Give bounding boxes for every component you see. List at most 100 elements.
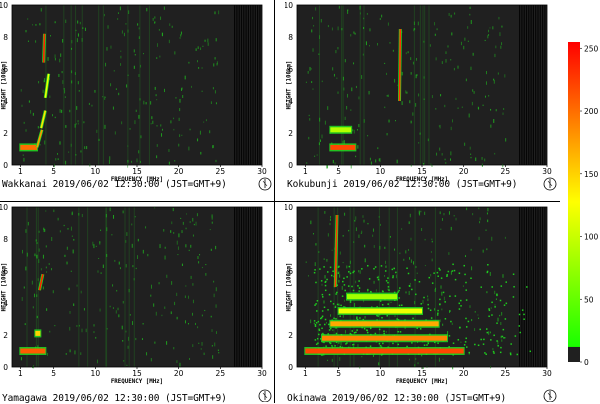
wakkanai-dark-band (257, 5, 259, 165)
okinawa-noise-pixel (440, 228, 442, 230)
okinawa-spread-pixel (344, 289, 346, 292)
okinawa-noise-pixel (377, 275, 379, 279)
kokubunji-noise-pixel (336, 77, 338, 80)
wakkanai-noise-pixel (214, 90, 216, 94)
wakkanai-noise-pixel (107, 25, 109, 29)
kokubunji-noise-pixel (379, 158, 381, 162)
wakkanai-noise-pixel (27, 18, 29, 20)
yamagawa-dark-band (240, 207, 243, 367)
okinawa-spread-pixel (465, 317, 467, 320)
yamagawa-dark-band (257, 207, 259, 367)
okinawa-noise-pixel (421, 354, 423, 357)
yamagawa-noise-pixel (109, 207, 111, 212)
okinawa-noise-pixel (410, 259, 412, 263)
kokubunji-noise-pixel (423, 40, 425, 43)
kokubunji-noise-pixel (369, 28, 371, 32)
kokubunji-noise-pixel (427, 138, 429, 142)
okinawa-spread-pixel (327, 333, 329, 335)
kokubunji-noise-pixel (369, 157, 371, 161)
okinawa-spread-pixel (501, 335, 504, 338)
okinawa-noise-pixel (501, 339, 503, 342)
wakkanai-x-tick-label: 25 (216, 167, 226, 176)
kokubunji-noise-pixel (467, 40, 469, 42)
wakkanai-noise-pixel (140, 135, 142, 139)
yamagawa-noise-pixel (98, 257, 100, 259)
kokubunji-noise-pixel (417, 21, 419, 26)
yamagawa-noise-pixel (131, 223, 133, 226)
kokubunji-noise-pixel (430, 163, 432, 166)
kokubunji-y-axis-label: HEIGHT [100km] (287, 61, 293, 110)
kokubunji-noise-pixel (454, 12, 456, 15)
okinawa-spread-pixel (379, 300, 382, 302)
kokubunji-noise-pixel (481, 157, 483, 160)
yamagawa-noise-pixel (71, 212, 73, 216)
yamagawa-noise-pixel (46, 308, 48, 311)
wakkanai-noise-pixel (205, 119, 207, 122)
kokubunji-noise-pixel (405, 52, 407, 55)
okinawa-noise-pixel (453, 215, 455, 217)
okinawa-noise-pixel (435, 287, 437, 290)
wakkanai-dark-band (254, 5, 256, 165)
okinawa-spread-pixel (449, 310, 451, 312)
wakkanai-noise-pixel (156, 155, 158, 159)
yamagawa-noise-pixel (159, 244, 161, 249)
okinawa-spread-pixel (458, 308, 461, 310)
yamagawa-noise-pixel (21, 249, 23, 254)
okinawa-noise-pixel (364, 258, 366, 263)
yamagawa-noise-pixel (181, 230, 183, 234)
colorbar-tick-label: 50 (584, 295, 594, 304)
okinawa-spread-pixel (358, 290, 360, 292)
yamagawa-noise-pixel (193, 223, 195, 226)
kokubunji-noise-pixel (410, 72, 412, 75)
okinawa-spread-pixel (414, 279, 416, 281)
okinawa-spread-pixel (338, 265, 340, 268)
wakkanai-noise-pixel (171, 25, 173, 28)
wakkanai-noise-pixel (138, 150, 140, 154)
kokubunji-noise-pixel (337, 47, 339, 50)
yamagawa-noise-pixel (78, 324, 80, 327)
kokubunji-noise-pixel (435, 108, 437, 110)
yamagawa-noise-pixel (192, 283, 194, 286)
okinawa-spread-pixel (370, 327, 372, 329)
yamagawa-noise-pixel (185, 227, 187, 230)
wakkanai-noise-pixel (54, 21, 56, 24)
okinawa-noise-pixel (479, 217, 481, 221)
kokubunji-x-tick-label: 30 (542, 167, 552, 176)
yamagawa-noise-pixel (24, 323, 26, 326)
okinawa-noise-pixel (360, 232, 362, 234)
wakkanai-noise-pixel (135, 109, 137, 112)
okinawa-spread-pixel (369, 345, 372, 347)
kokubunji-noise-pixel (359, 12, 361, 15)
okinawa-spread-pixel (339, 315, 341, 318)
yamagawa-noise-pixel (189, 357, 191, 360)
kokubunji-noise-pixel (414, 28, 416, 30)
kokubunji-noise-pixel (316, 154, 318, 156)
yamagawa-noise-pixel (211, 216, 213, 220)
okinawa-spread-pixel (358, 287, 361, 289)
yamagawa-noise-pixel (122, 300, 124, 304)
okinawa-noise-pixel (379, 223, 381, 226)
colorbar-tick-label: 100 (584, 233, 599, 242)
yamagawa-noise-pixel (36, 294, 38, 297)
kokubunji-noise-pixel (482, 104, 484, 107)
colorbar: 0 50 100 150 200 250 (568, 42, 599, 367)
kokubunji-noise-pixel (358, 124, 360, 128)
kokubunji-noise-pixel (395, 120, 397, 122)
wakkanai-noise-pixel (83, 121, 85, 124)
kokubunji-noise-pixel (344, 116, 346, 120)
okinawa-spread-pixel (316, 310, 318, 312)
kokubunji-noise-pixel (455, 97, 457, 100)
okinawa-spread-pixel (323, 306, 326, 309)
wakkanai-noise-pixel (32, 112, 34, 116)
wakkanai-noise-column (102, 5, 104, 165)
wakkanai-noise-pixel (152, 17, 154, 21)
wakkanai-noise-pixel (175, 97, 177, 99)
wakkanai-noise-pixel (160, 16, 162, 20)
okinawa-noise-pixel (324, 211, 326, 214)
okinawa-spread-pixel (393, 291, 396, 294)
okinawa-spread-pixel (330, 327, 332, 330)
yamagawa-x-tick-label: 15 (132, 369, 142, 378)
wakkanai-noise-pixel (207, 38, 209, 43)
okinawa-echo-trace (322, 335, 447, 341)
okinawa-spread-pixel (329, 342, 332, 345)
